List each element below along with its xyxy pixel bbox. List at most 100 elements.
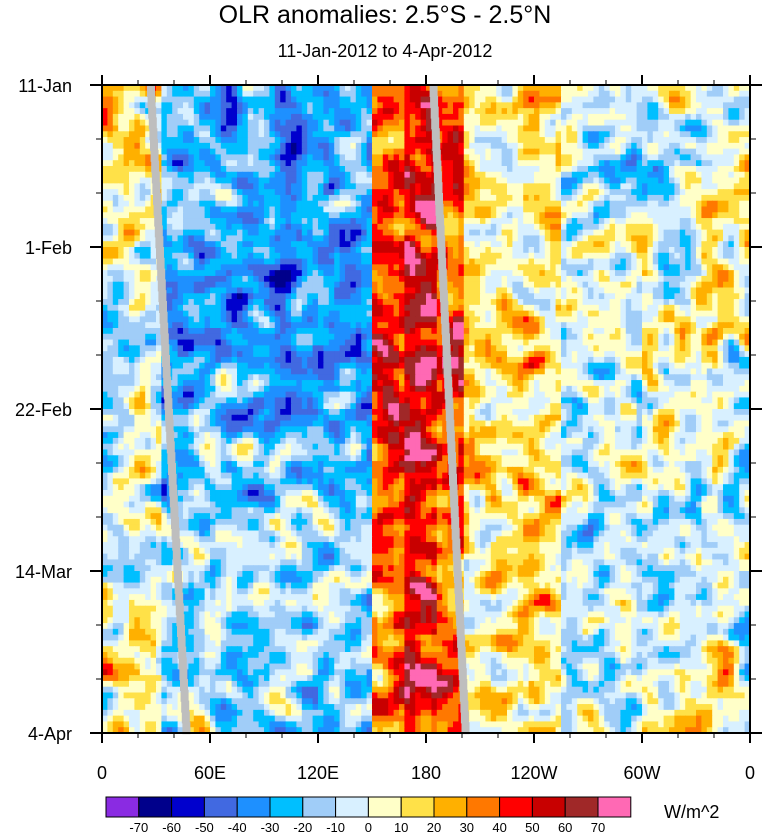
anomaly-cell bbox=[231, 206, 238, 213]
anomaly-cell bbox=[258, 160, 265, 167]
anomaly-cell bbox=[534, 212, 540, 219]
anomaly-cell bbox=[247, 148, 254, 156]
anomaly-cell bbox=[577, 241, 584, 248]
anomaly-cell bbox=[258, 90, 265, 98]
anomaly-cell bbox=[598, 142, 605, 150]
anomaly-cell bbox=[264, 171, 270, 179]
anomaly-cell bbox=[631, 85, 638, 92]
anomaly-cell bbox=[647, 241, 654, 248]
anomaly-cell bbox=[318, 171, 324, 179]
anomaly-cell bbox=[744, 189, 751, 196]
anomaly-cell bbox=[577, 137, 584, 144]
anomaly-cell bbox=[366, 281, 373, 289]
anomaly-cell bbox=[361, 183, 368, 190]
anomaly-cell bbox=[145, 252, 152, 260]
anomaly-cell bbox=[431, 194, 438, 202]
anomaly-cell bbox=[523, 154, 530, 161]
anomaly-cell bbox=[744, 229, 751, 237]
anomaly-cell bbox=[231, 102, 238, 109]
anomaly-cell bbox=[231, 275, 238, 283]
anomaly-cell bbox=[177, 85, 184, 92]
anomaly-cell bbox=[382, 154, 389, 161]
anomaly-cell bbox=[193, 166, 200, 173]
anomaly-cell bbox=[647, 247, 654, 254]
anomaly-cell bbox=[269, 171, 276, 179]
anomaly-cell bbox=[512, 206, 519, 213]
anomaly-cell bbox=[571, 102, 578, 109]
anomaly-cell bbox=[253, 148, 260, 156]
anomaly-cell bbox=[652, 310, 659, 318]
anomaly-cell bbox=[685, 171, 692, 179]
anomaly-cell bbox=[642, 90, 648, 98]
anomaly-cell bbox=[242, 160, 249, 167]
anomaly-cell bbox=[566, 108, 573, 115]
anomaly-cell bbox=[307, 119, 314, 127]
anomaly-cell bbox=[253, 212, 260, 219]
anomaly-cell bbox=[642, 275, 648, 283]
anomaly-cell bbox=[199, 218, 206, 225]
anomaly-cell bbox=[399, 281, 405, 289]
anomaly-cell bbox=[415, 177, 422, 184]
anomaly-cell bbox=[652, 200, 659, 208]
anomaly-cell bbox=[242, 304, 249, 312]
anomaly-cell bbox=[253, 125, 260, 132]
anomaly-cell bbox=[733, 281, 740, 289]
anomaly-cell bbox=[539, 131, 546, 138]
anomaly-cell bbox=[291, 223, 297, 231]
anomaly-cell bbox=[318, 287, 324, 294]
anomaly-cell bbox=[642, 299, 648, 306]
anomaly-cell bbox=[620, 166, 627, 173]
anomaly-cell bbox=[210, 258, 216, 265]
anomaly-cell bbox=[361, 299, 368, 306]
anomaly-cell bbox=[204, 304, 211, 312]
anomaly-cell bbox=[577, 264, 584, 271]
anomaly-cell bbox=[712, 275, 719, 283]
anomaly-cell bbox=[301, 281, 308, 289]
anomaly-cell bbox=[102, 183, 108, 190]
anomaly-cell bbox=[253, 252, 260, 260]
anomaly-cell bbox=[345, 189, 351, 196]
anomaly-cell bbox=[701, 258, 708, 265]
anomaly-cell bbox=[285, 281, 292, 289]
anomaly-cell bbox=[318, 241, 324, 248]
anomaly-cell bbox=[280, 108, 287, 115]
anomaly-cell bbox=[442, 148, 449, 156]
anomaly-cell bbox=[679, 102, 686, 109]
anomaly-cell bbox=[307, 90, 314, 98]
anomaly-cell bbox=[134, 293, 141, 300]
anomaly-cell bbox=[323, 270, 330, 277]
anomaly-cell bbox=[204, 96, 211, 103]
anomaly-cell bbox=[604, 160, 611, 167]
anomaly-cell bbox=[690, 316, 697, 323]
anomaly-cell bbox=[453, 264, 459, 271]
anomaly-cell bbox=[717, 247, 724, 254]
anomaly-cell bbox=[674, 177, 681, 184]
anomaly-cell bbox=[258, 171, 265, 179]
anomaly-cell bbox=[123, 166, 130, 173]
anomaly-cell bbox=[701, 194, 708, 202]
anomaly-cell bbox=[625, 235, 632, 242]
anomaly-cell bbox=[253, 258, 260, 265]
anomaly-cell bbox=[129, 183, 135, 190]
anomaly-cell bbox=[739, 90, 746, 98]
anomaly-cell bbox=[177, 90, 184, 98]
anomaly-cell bbox=[523, 281, 530, 289]
anomaly-cell bbox=[301, 310, 308, 318]
anomaly-cell bbox=[393, 218, 400, 225]
anomaly-cell bbox=[161, 131, 168, 138]
anomaly-cell bbox=[426, 299, 432, 306]
anomaly-cell bbox=[226, 287, 233, 294]
anomaly-cell bbox=[442, 189, 449, 196]
anomaly-cell bbox=[539, 177, 546, 184]
anomaly-cell bbox=[139, 299, 146, 306]
anomaly-cell bbox=[507, 154, 513, 161]
anomaly-cell bbox=[609, 206, 616, 213]
anomaly-cell bbox=[534, 270, 540, 277]
anomaly-cell bbox=[571, 206, 578, 213]
anomaly-cell bbox=[598, 137, 605, 144]
anomaly-cell bbox=[183, 206, 189, 213]
anomaly-cell bbox=[593, 137, 600, 144]
anomaly-cell bbox=[728, 177, 735, 184]
anomaly-cell bbox=[307, 200, 314, 208]
anomaly-cell bbox=[328, 183, 335, 190]
